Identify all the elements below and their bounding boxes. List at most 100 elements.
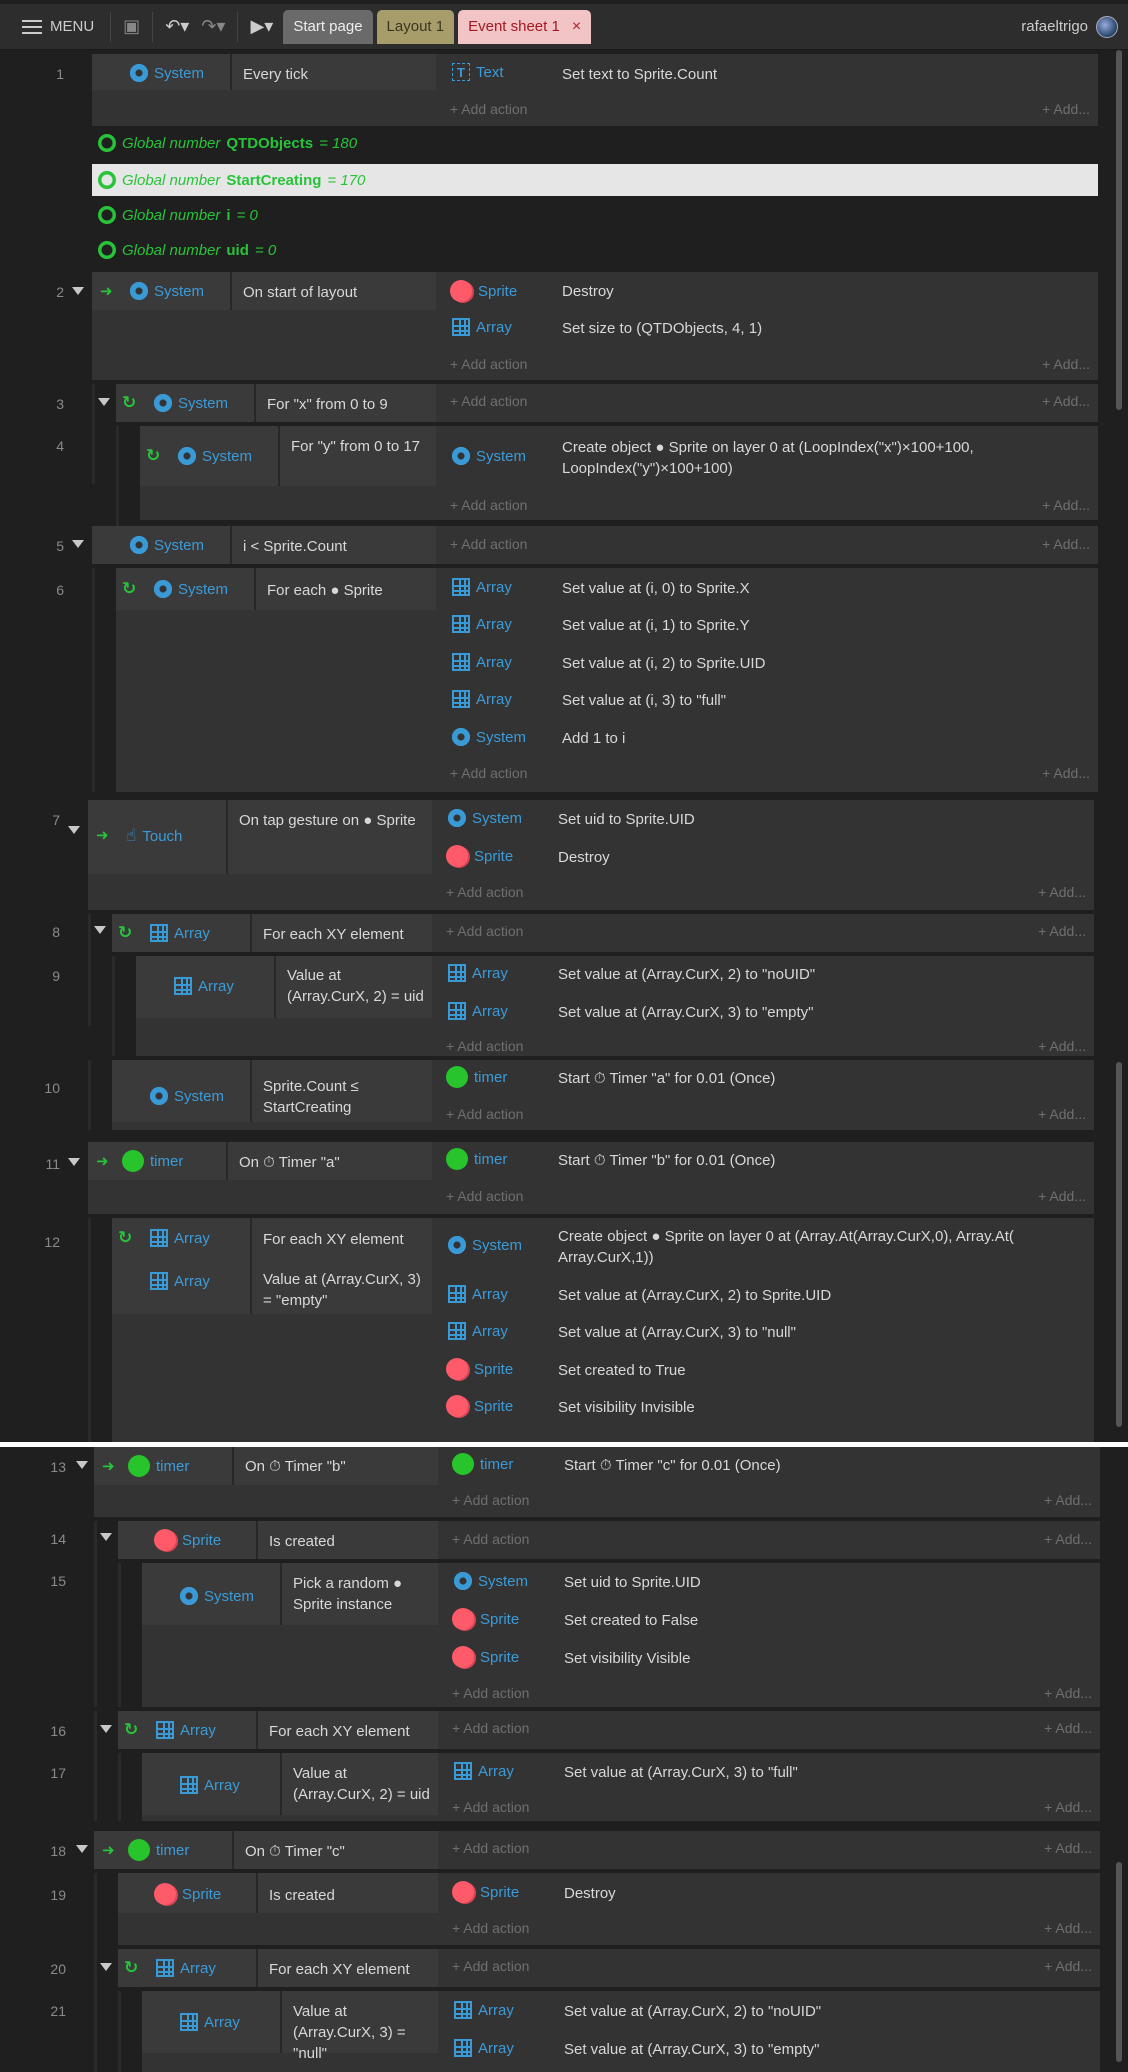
add-more-link[interactable]: + Add... [1038, 923, 1086, 939]
global-variable[interactable]: Global number i = 0 [98, 206, 258, 224]
action-text[interactable]: Set uid to Sprite.UID [558, 811, 695, 828]
action-text[interactable]: Set size to (QTDObjects, 4, 1) [562, 320, 763, 337]
global-variable-selected[interactable]: Global number StartCreating = 170 [92, 164, 1098, 196]
global-variable[interactable]: Global number QTDObjects = 180 [98, 134, 357, 152]
action-text[interactable]: Set value at (Array.CurX, 2) to Sprite.U… [558, 1287, 832, 1304]
add-action-link[interactable]: + Add action [450, 536, 528, 552]
action-text[interactable]: Create object ● Sprite on layer 0 at (Lo… [562, 439, 974, 477]
add-more-link[interactable]: + Add... [1044, 1685, 1092, 1701]
action-text[interactable]: Start ⏱ Timer "b" for 0.01 (Once) [558, 1152, 776, 1169]
action-text[interactable]: Set value at (Array.CurX, 2) to "noUID" [558, 966, 816, 983]
play-icon[interactable]: ▶▾ [250, 16, 274, 36]
action-text[interactable]: Destroy [558, 849, 610, 866]
add-action-link[interactable]: + Add action [452, 1685, 530, 1701]
add-action-link[interactable]: + Add action [452, 1958, 530, 1974]
collapse-arrow-icon[interactable] [100, 1533, 112, 1541]
close-tab-icon[interactable]: × [571, 17, 582, 35]
redo-icon[interactable]: ↷▾ [201, 16, 226, 36]
add-more-link[interactable]: + Add... [1044, 1840, 1092, 1856]
add-more-link[interactable]: + Add... [1042, 356, 1090, 372]
tab-start-page[interactable]: Start page [283, 9, 373, 44]
add-more-link[interactable]: + Add... [1044, 1720, 1092, 1736]
add-action-link[interactable]: + Add action [446, 1038, 524, 1054]
condition-row[interactable] [88, 1142, 432, 1180]
add-action-link[interactable]: + Add action [446, 923, 524, 939]
add-more-link[interactable]: + Add... [1042, 765, 1090, 781]
add-action-link[interactable]: + Add action [452, 1799, 530, 1815]
add-more-link[interactable]: + Add... [1044, 1799, 1092, 1815]
action-text[interactable]: Set value at (Array.CurX, 3) to "null" [558, 1324, 796, 1341]
add-action-link[interactable]: + Add action [450, 497, 528, 513]
action-text[interactable]: Create object ● Sprite on layer 0 at (Ar… [558, 1228, 1014, 1266]
action-text[interactable]: Set created to False [564, 1612, 699, 1629]
add-more-link[interactable]: + Add... [1044, 1492, 1092, 1508]
add-action-link[interactable]: + Add action [452, 1492, 530, 1508]
scrollbar[interactable] [1116, 50, 1122, 410]
global-variable[interactable]: Global number uid = 0 [98, 241, 276, 259]
action-text[interactable]: Add 1 to i [562, 730, 626, 747]
condition-row[interactable] [94, 1447, 438, 1485]
menu-button[interactable]: MENU [0, 18, 104, 35]
add-more-link[interactable]: + Add... [1038, 884, 1086, 900]
action-text[interactable]: Set visibility Visible [564, 1650, 691, 1667]
condition-row[interactable] [92, 54, 436, 90]
add-action-link[interactable]: + Add action [450, 765, 528, 781]
action-text[interactable]: Set value at (Array.CurX, 3) to "full" [564, 1764, 798, 1781]
action-text[interactable]: Set value at (i, 1) to Sprite.Y [562, 617, 750, 634]
condition-row[interactable] [88, 800, 432, 874]
action-text[interactable]: Set value at (Array.CurX, 2) to "noUID" [564, 2003, 822, 2020]
save-icon[interactable]: ▣ [123, 16, 141, 36]
collapse-arrow-icon[interactable] [72, 287, 84, 295]
user-account[interactable]: rafaeltrigo [1021, 15, 1128, 38]
condition-row[interactable] [92, 272, 436, 310]
add-more-link[interactable]: + Add... [1038, 1038, 1086, 1054]
scrollbar[interactable] [1116, 1062, 1122, 1427]
action-text[interactable]: Set text to Sprite.Count [562, 66, 718, 83]
add-action-link[interactable]: + Add action [450, 393, 528, 409]
action-text[interactable]: Set value at (i, 3) to "full" [562, 692, 727, 709]
add-action-link[interactable]: + Add action [452, 1840, 530, 1856]
add-action-link[interactable]: + Add action [446, 884, 524, 900]
action-text[interactable]: Set visibility Invisible [558, 1399, 695, 1416]
condition-row[interactable] [94, 1831, 438, 1869]
add-action-link[interactable]: + Add action [450, 101, 528, 117]
tab-event-sheet-1[interactable]: Event sheet 1 × [458, 9, 592, 44]
action-text[interactable]: Destroy [564, 1885, 616, 1902]
add-action-link[interactable]: + Add action [452, 1920, 530, 1936]
add-more-link[interactable]: + Add... [1044, 1531, 1092, 1547]
add-more-link[interactable]: + Add... [1038, 1106, 1086, 1122]
collapse-arrow-icon[interactable] [100, 1963, 112, 1971]
scrollbar[interactable] [1116, 1862, 1122, 2062]
collapse-arrow-icon[interactable] [94, 926, 106, 934]
collapse-arrow-icon[interactable] [76, 1845, 88, 1853]
add-more-link[interactable]: + Add... [1042, 497, 1090, 513]
add-action-link[interactable]: + Add action [452, 1720, 530, 1736]
add-action-link[interactable]: + Add action [450, 356, 528, 372]
tab-layout-1[interactable]: Layout 1 [376, 9, 455, 44]
collapse-arrow-icon[interactable] [68, 826, 80, 834]
add-more-link[interactable]: + Add... [1044, 1920, 1092, 1936]
collapse-arrow-icon[interactable] [76, 1461, 88, 1469]
add-action-link[interactable]: + Add action [452, 1531, 530, 1547]
action-text[interactable]: Start ⏱ Timer "a" for 0.01 (Once) [558, 1070, 776, 1087]
action-text[interactable]: Destroy [562, 283, 614, 300]
undo-icon[interactable]: ↶▾ [165, 16, 190, 36]
add-more-link[interactable]: + Add... [1042, 101, 1090, 117]
action-text[interactable]: Set created to True [558, 1362, 686, 1379]
collapse-arrow-icon[interactable] [68, 1158, 80, 1166]
action-text[interactable]: Start ⏱ Timer "c" for 0.01 (Once) [564, 1457, 781, 1474]
action-text[interactable]: Set value at (Array.CurX, 3) to "empty" [564, 2041, 820, 2058]
collapse-arrow-icon[interactable] [72, 540, 84, 548]
add-action-link[interactable]: + Add action [446, 1106, 524, 1122]
action-text[interactable]: Set value at (i, 2) to Sprite.UID [562, 655, 766, 672]
action-text[interactable]: Set value at (i, 0) to Sprite.X [562, 580, 750, 597]
add-more-link[interactable]: + Add... [1042, 536, 1090, 552]
action-text[interactable]: Set value at (Array.CurX, 3) to "empty" [558, 1004, 814, 1021]
condition-row[interactable] [92, 526, 436, 564]
add-more-link[interactable]: + Add... [1044, 1958, 1092, 1974]
collapse-arrow-icon[interactable] [100, 1725, 112, 1733]
add-action-link[interactable]: + Add action [446, 1188, 524, 1204]
action-text[interactable]: Set uid to Sprite.UID [564, 1574, 701, 1591]
add-more-link[interactable]: + Add... [1042, 393, 1090, 409]
add-more-link[interactable]: + Add... [1038, 1188, 1086, 1204]
